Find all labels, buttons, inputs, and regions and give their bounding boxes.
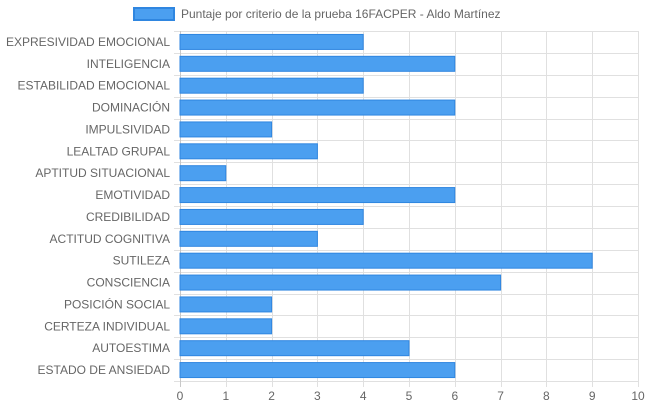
x-tick-label: 7 [497,389,504,403]
bar[interactable] [179,187,456,204]
x-axis-labels: 0 1 2 3 4 5 6 7 8 9 10 [177,389,645,403]
x-tick-label: 4 [360,389,367,403]
x-tick-label: 1 [222,389,229,403]
bar[interactable] [179,296,273,313]
bar[interactable] [179,121,273,138]
bar[interactable] [179,340,410,357]
x-tick-label: 9 [589,389,596,403]
y-tick-label: CREDIBILIDAD [86,210,170,224]
y-tick-label: SUTILEZA [113,254,170,268]
bar[interactable] [179,143,318,160]
y-tick-label: POSICIÓN SOCIAL [64,296,170,311]
bars [179,33,593,379]
x-tick-label: 2 [268,389,275,403]
y-tick-label: EXPRESIVIDAD EMOCIONAL [6,35,170,49]
y-tick-label: DOMINACIÓN [92,100,170,115]
y-axis-labels: EXPRESIVIDAD EMOCIONAL INTELIGENCIA ESTABI… [6,35,170,377]
y-tick-label: IMPULSIVIDAD [85,122,170,136]
y-tick-label: EMOTIVIDAD [95,188,170,202]
bar[interactable] [179,33,364,50]
bar[interactable] [179,208,364,225]
x-tick-label: 6 [451,389,458,403]
legend-label: Puntaje por criterio de la prueba 16FACP… [181,7,501,21]
legend-swatch [133,7,175,21]
bar[interactable] [179,318,273,335]
y-tick-label: ESTADO DE ANSIEDAD [38,363,171,377]
bar[interactable] [179,230,318,247]
x-tick-label: 10 [631,389,645,403]
x-tick-label: 0 [177,389,184,403]
y-tick-label: INTELIGENCIA [87,57,170,71]
x-tick-label: 3 [314,389,321,403]
bar[interactable] [179,252,593,269]
bar[interactable] [179,99,456,116]
y-tick-label: AUTOESTIMA [92,341,170,355]
bar[interactable] [179,165,227,182]
y-tick-label: CERTEZA INDIVIDUAL [44,319,170,333]
bar[interactable] [179,55,456,72]
y-tick-label: APTITUD SITUACIONAL [35,166,170,180]
x-tick-label: 8 [543,389,550,403]
y-tick-label: CONSCIENCIA [87,276,170,290]
y-tick-label: LEALTAD GRUPAL [67,144,171,158]
bar[interactable] [179,362,456,379]
bar[interactable] [179,77,364,94]
x-tick-label: 5 [406,389,413,403]
y-tick-label: ACTITUD COGNITIVA [50,232,170,246]
bar[interactable] [179,274,502,291]
legend[interactable]: Puntaje por criterio de la prueba 16FACP… [133,7,501,21]
y-tick-label: ESTABILIDAD EMOCIONAL [18,79,171,93]
